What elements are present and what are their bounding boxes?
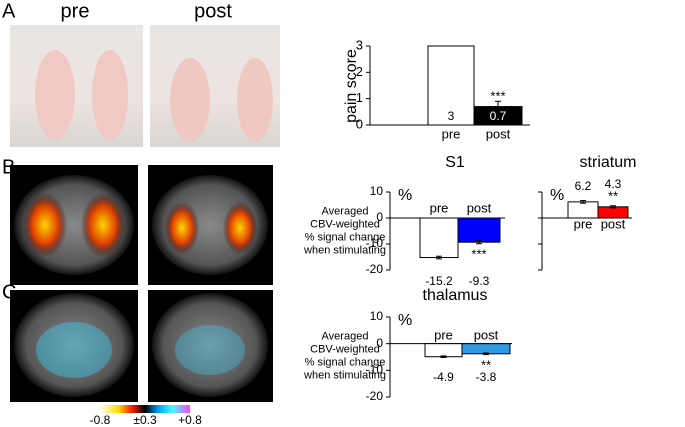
- category-label: pre: [434, 327, 453, 342]
- value-label: -3.8: [476, 370, 497, 384]
- scan: [152, 293, 268, 397]
- scan: [81, 193, 125, 257]
- unit-label: %: [398, 187, 412, 204]
- category-label: pre: [574, 216, 593, 231]
- error-bar: [495, 100, 501, 113]
- bar: [427, 45, 475, 126]
- panel-label: C: [2, 281, 16, 303]
- value-label: -4.9: [433, 370, 454, 384]
- y-axis-label: Averaged: [322, 205, 369, 217]
- y-tick-label: 1: [356, 90, 363, 105]
- y-tick-label: -20: [366, 389, 384, 403]
- category-label: post: [486, 126, 511, 141]
- colorbar-label: -0.8: [90, 413, 111, 427]
- colorbar: [100, 405, 190, 413]
- chart-title: thalamus: [423, 287, 488, 304]
- value-label: 3: [448, 109, 455, 123]
- category-label: pre: [442, 126, 461, 141]
- bar: [419, 217, 459, 259]
- error-bar: [440, 355, 447, 359]
- photo-label: post: [194, 0, 232, 22]
- y-axis-label: pain score: [343, 49, 360, 123]
- y-axis-label: Averaged: [322, 330, 369, 342]
- paw: [35, 50, 75, 140]
- y-tick-label: -20: [366, 262, 384, 276]
- y-tick-label: 3: [356, 37, 363, 52]
- y-tick-label: -10: [366, 236, 384, 250]
- y-axis-label: % signal change: [305, 231, 386, 243]
- bar: [461, 343, 511, 355]
- value-label: -15.2: [425, 274, 453, 288]
- unit-label: %: [398, 312, 412, 329]
- category-label: post: [467, 200, 492, 215]
- colorbar-label: ±0.3: [133, 413, 157, 427]
- photo-label: pre: [61, 0, 90, 22]
- y-axis-label: CBV-weighted: [310, 343, 380, 355]
- paw: [170, 58, 210, 142]
- y-tick-label: 0: [376, 210, 383, 224]
- scan: [223, 202, 257, 254]
- scan: [23, 193, 67, 257]
- photos: [10, 25, 280, 147]
- error-bar: [436, 255, 442, 260]
- bar: [424, 343, 463, 358]
- chart-title: striatum: [580, 154, 637, 171]
- y-tick-label: -10: [366, 363, 384, 377]
- y-tick-label: 0: [376, 336, 383, 350]
- paw: [92, 50, 128, 140]
- significance: ***: [471, 246, 486, 261]
- value-label: -9.3: [469, 274, 490, 288]
- category-label: post: [474, 327, 499, 342]
- colorbar-label: +0.8: [178, 413, 202, 427]
- category-label: post: [601, 216, 626, 231]
- significance: ***: [490, 88, 505, 103]
- brain-scans: [10, 165, 273, 413]
- unit-label: %: [550, 187, 564, 204]
- chart-title: S1: [445, 154, 465, 171]
- significance: **: [608, 188, 618, 203]
- paw: [237, 58, 273, 142]
- y-tick-label: 2: [356, 64, 363, 79]
- y-tick-label: 0: [356, 116, 363, 131]
- value-label: 0.7: [490, 109, 507, 123]
- y-axis-label: when stimulating: [303, 369, 386, 381]
- scan: [165, 202, 199, 254]
- value-label: 6.2: [575, 179, 592, 193]
- scan: [14, 293, 134, 397]
- significance: **: [481, 357, 491, 372]
- scan: [36, 322, 112, 378]
- y-axis-label: % signal change: [305, 356, 386, 368]
- error-bar: [580, 200, 586, 204]
- bar: [457, 217, 501, 243]
- y-tick-label: 10: [370, 184, 384, 198]
- error-bar: [476, 240, 482, 245]
- y-axis-label: when stimulating: [303, 244, 386, 256]
- scan: [175, 325, 245, 375]
- panel-label: A: [2, 0, 16, 22]
- category-label: pre: [430, 200, 449, 215]
- panel-label: B: [2, 156, 15, 178]
- value-label: 4.3: [605, 177, 622, 191]
- y-axis-label: CBV-weighted: [310, 218, 380, 230]
- error-bar: [610, 205, 616, 209]
- y-tick-label: 10: [370, 309, 384, 323]
- error-bar: [483, 352, 489, 356]
